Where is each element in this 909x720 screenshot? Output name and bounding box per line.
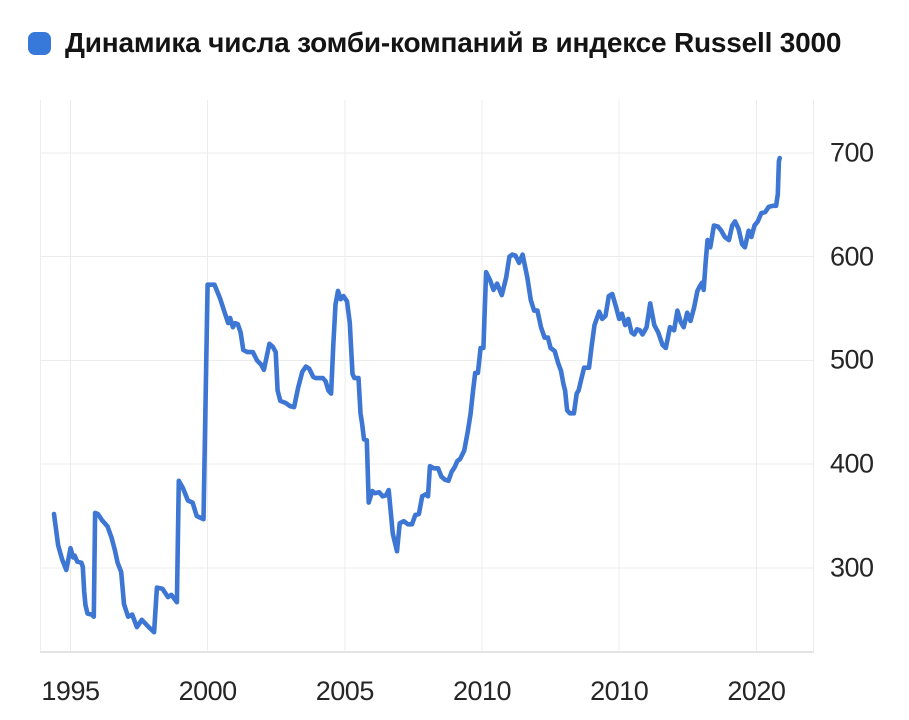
x-tick-label: 2000 — [178, 676, 238, 706]
y-tick-label: 400 — [830, 448, 874, 479]
line-chart — [40, 100, 814, 653]
y-tick-label: 500 — [830, 344, 874, 375]
x-tick-label: 2020 — [727, 676, 786, 706]
chart-title: Динамика числа зомби-компаний в индексе … — [65, 27, 842, 58]
plot-area — [40, 100, 814, 653]
legend-marker-icon — [28, 31, 51, 55]
y-tick-label: 600 — [830, 241, 874, 272]
x-tick-label: 2010 — [590, 676, 649, 706]
chart-legend: Динамика числа зомби-компаний в индексе … — [28, 27, 841, 59]
y-tick-label: 700 — [830, 137, 874, 168]
x-tick-label: 1995 — [41, 676, 100, 706]
series-line — [51, 155, 783, 635]
y-tick-label: 300 — [830, 552, 874, 583]
x-tick-label: 2005 — [315, 676, 375, 706]
x-tick-label: 2010 — [452, 676, 512, 706]
